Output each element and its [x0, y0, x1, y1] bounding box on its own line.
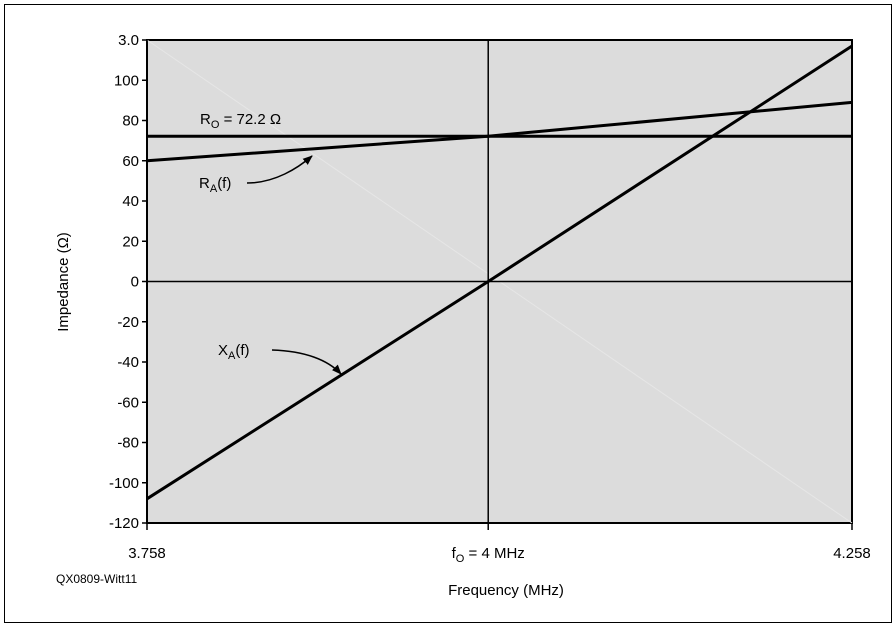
y-axis-title: Impedance (Ω): [55, 232, 72, 332]
x-tick-label-center: fO = 4 MHz: [452, 545, 525, 565]
label-ro-main: R: [200, 111, 211, 128]
y-tick-label: -120: [109, 515, 139, 532]
y-tick-label: -80: [117, 435, 139, 452]
y-tick-label: -20: [117, 314, 139, 331]
x-tick-label-center-subscript: O: [456, 553, 465, 565]
label-ra-main: R: [199, 175, 210, 192]
y-tick-label: 100: [114, 72, 139, 89]
y-tick-label: 0: [131, 274, 139, 291]
series-line-ra: [146, 100, 853, 163]
label-xa: XA(f): [218, 342, 250, 362]
label-ra-suffix: (f): [217, 175, 231, 192]
x-tick-label: 4.258: [833, 545, 871, 562]
arrow-ra: [246, 155, 313, 184]
figure-credit: QX0809-Witt11: [56, 572, 137, 586]
label-ro: RO = 72.2 Ω: [200, 111, 281, 131]
y-tick-label: -40: [117, 354, 139, 371]
label-ro-subscript: O: [211, 119, 220, 131]
figure-frame: [4, 4, 892, 623]
x-axis-title: Frequency (MHz): [448, 582, 564, 599]
y-tick-label: 80: [122, 113, 139, 130]
y-tick-label: 60: [122, 153, 139, 170]
y-tick-label: 40: [122, 193, 139, 210]
x-tick-label-center-main: f: [452, 545, 457, 562]
label-xa-main: X: [218, 342, 228, 359]
y-tick-label: 20: [122, 233, 139, 250]
y-tick-label: -100: [109, 475, 139, 492]
label-ra: RA(f): [199, 175, 231, 195]
arrow-xa: [271, 349, 342, 375]
x-tick-label-center-suffix: = 4 MHz: [464, 545, 524, 562]
x-tick-label: 3.758: [128, 545, 166, 562]
label-xa-suffix: (f): [235, 342, 249, 359]
y-tick-label: -60: [117, 394, 139, 411]
y-tick-label: 3.0: [118, 32, 139, 49]
label-ro-suffix: = 72.2 Ω: [219, 111, 281, 128]
label-ra-subscript: A: [210, 183, 218, 195]
series-line-xa: [146, 44, 853, 501]
label-xa-subscript: A: [228, 350, 236, 362]
